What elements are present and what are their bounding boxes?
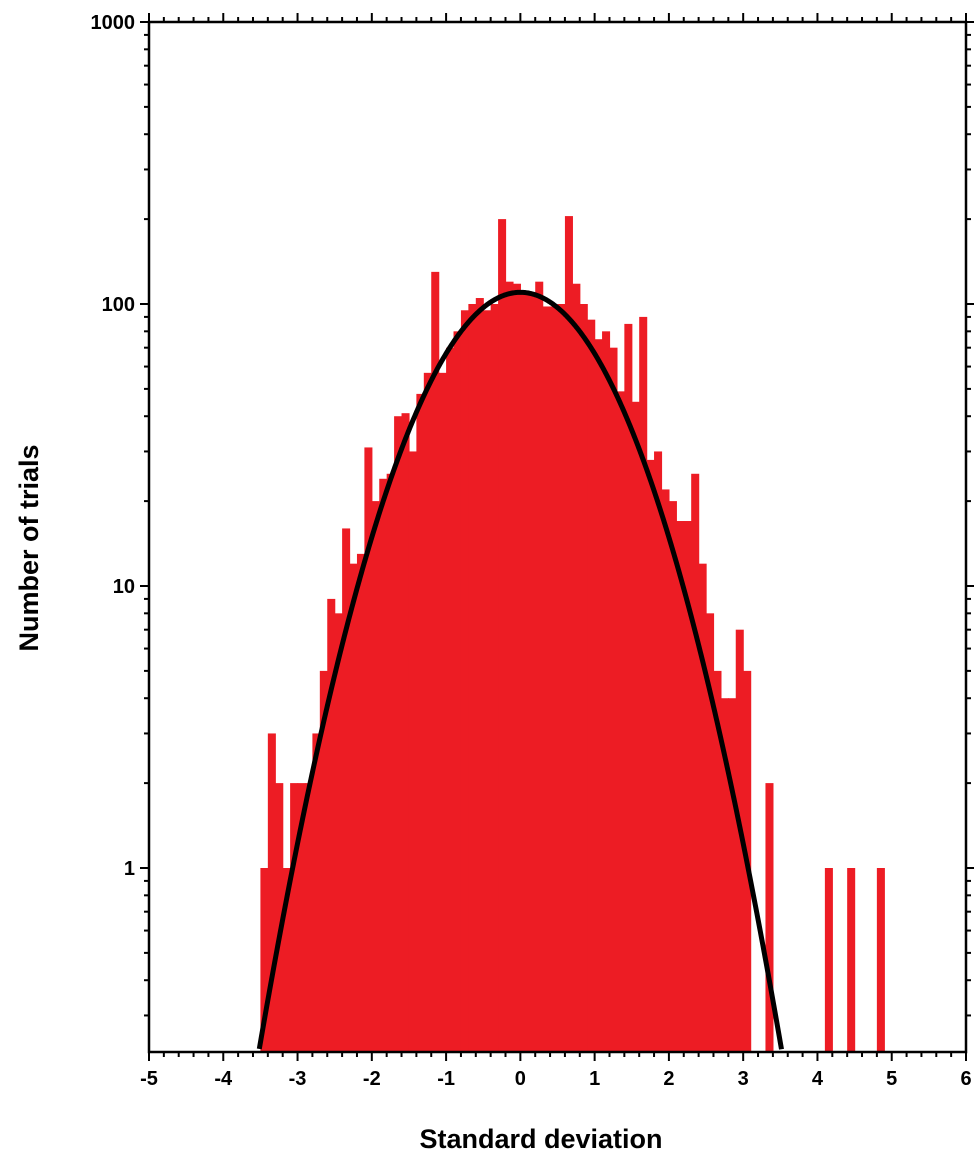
histogram-bar: [490, 304, 499, 1052]
histogram-bar: [334, 613, 343, 1052]
histogram-bar: [616, 391, 625, 1052]
histogram-bar: [824, 868, 833, 1052]
x-tick-label: 3: [738, 1068, 749, 1090]
histogram-bar: [654, 451, 663, 1052]
histogram-bar: [297, 783, 306, 1052]
histogram-bar: [661, 489, 670, 1052]
histogram-bar: [312, 733, 321, 1052]
histogram-bar: [698, 563, 707, 1052]
histogram-bar: [423, 372, 432, 1052]
histogram-bar: [594, 339, 603, 1052]
histogram-bar: [431, 271, 440, 1052]
histogram-bar: [356, 553, 365, 1052]
y-tick-labels: 1 10 100 1000: [91, 12, 136, 880]
histogram-bar: [290, 783, 299, 1052]
histogram-bar: [304, 783, 313, 1052]
x-tick-label: 1: [589, 1068, 600, 1090]
histogram-bar: [527, 292, 536, 1052]
histogram-bar: [386, 473, 395, 1052]
y-tick-label: 1000: [91, 12, 136, 34]
x-tick-label: 6: [960, 1068, 971, 1090]
histogram-bar: [876, 868, 885, 1052]
x-tick-label: -2: [363, 1068, 381, 1090]
histogram-bar: [572, 283, 581, 1052]
histogram-bar: [535, 281, 544, 1052]
x-tick-label: -5: [140, 1068, 158, 1090]
histogram-bar: [453, 331, 462, 1052]
x-tick-label: -1: [437, 1068, 455, 1090]
histogram-bar: [639, 316, 648, 1052]
y-tick-label: 10: [113, 576, 135, 598]
histogram-bar: [550, 306, 559, 1052]
histogram-bar: [460, 310, 469, 1052]
histogram-bar: [557, 304, 566, 1052]
gaussian-fit-curve: [256, 289, 784, 1050]
histogram-bar: [847, 868, 856, 1052]
histogram-bar: [475, 298, 484, 1052]
histogram-bar: [267, 733, 276, 1052]
histogram-bar: [713, 670, 722, 1052]
x-tick-label: 4: [812, 1068, 824, 1090]
histogram-bar: [394, 416, 403, 1052]
histogram-bar: [282, 868, 291, 1052]
histogram-bar: [602, 331, 611, 1052]
histogram-bar: [327, 598, 336, 1052]
histogram-bar: [668, 501, 677, 1052]
histogram-bar: [520, 292, 529, 1052]
x-axis-title: Standard deviation: [419, 1124, 662, 1154]
plot-frame: [147, 20, 968, 1054]
histogram-bar: [408, 451, 417, 1052]
histogram-bar: [676, 521, 685, 1052]
histogram-bar: [364, 447, 373, 1052]
histogram-bar: [319, 670, 328, 1052]
x-tick-labels: -5 -4 -3 -2 -1 0 1 2 3 4 5 6: [140, 1068, 971, 1090]
histogram-bar: [342, 528, 351, 1052]
histogram-bar: [275, 783, 284, 1052]
histogram-bar: [609, 347, 618, 1052]
histogram-bar: [631, 401, 640, 1052]
histogram-bar: [438, 372, 447, 1052]
axis-ticks: [140, 13, 974, 1061]
y-tick-label: 1: [124, 858, 135, 880]
histogram-bar: [587, 319, 596, 1052]
x-tick-label: -4: [214, 1068, 233, 1090]
x-tick-label: 0: [515, 1068, 526, 1090]
histogram-bar: [446, 347, 455, 1052]
histogram-bar: [564, 216, 573, 1052]
histogram-bar: [483, 310, 492, 1052]
histogram-bar: [498, 219, 507, 1052]
histogram-bar: [706, 613, 715, 1052]
histogram-bars: [260, 216, 885, 1052]
histogram-bar: [371, 501, 380, 1052]
histogram-bar: [416, 393, 425, 1052]
histogram-bar: [542, 306, 551, 1052]
histogram-bar: [260, 868, 269, 1052]
histogram-bar: [512, 283, 521, 1052]
x-tick-label: 2: [663, 1068, 674, 1090]
y-axis-title: Number of trials: [14, 444, 44, 651]
histogram-bar: [349, 563, 358, 1052]
histogram-bar: [401, 413, 410, 1052]
histogram-bar: [720, 698, 729, 1052]
histogram-bar: [579, 304, 588, 1052]
histogram-bar: [624, 323, 633, 1052]
x-tick-label: 5: [886, 1068, 897, 1090]
histogram-bar: [735, 629, 744, 1052]
y-tick-label: 100: [102, 294, 135, 316]
x-tick-label: -3: [289, 1068, 307, 1090]
histogram-bar: [379, 478, 388, 1052]
fit-curve-layer: [256, 289, 784, 1050]
histogram-bar: [505, 281, 514, 1052]
histogram-bar: [468, 304, 477, 1052]
histogram-bar: [728, 698, 737, 1052]
histogram-bar: [765, 783, 774, 1052]
histogram-bar: [683, 521, 692, 1052]
histogram-bar: [646, 459, 655, 1052]
histogram-bar: [691, 473, 700, 1052]
